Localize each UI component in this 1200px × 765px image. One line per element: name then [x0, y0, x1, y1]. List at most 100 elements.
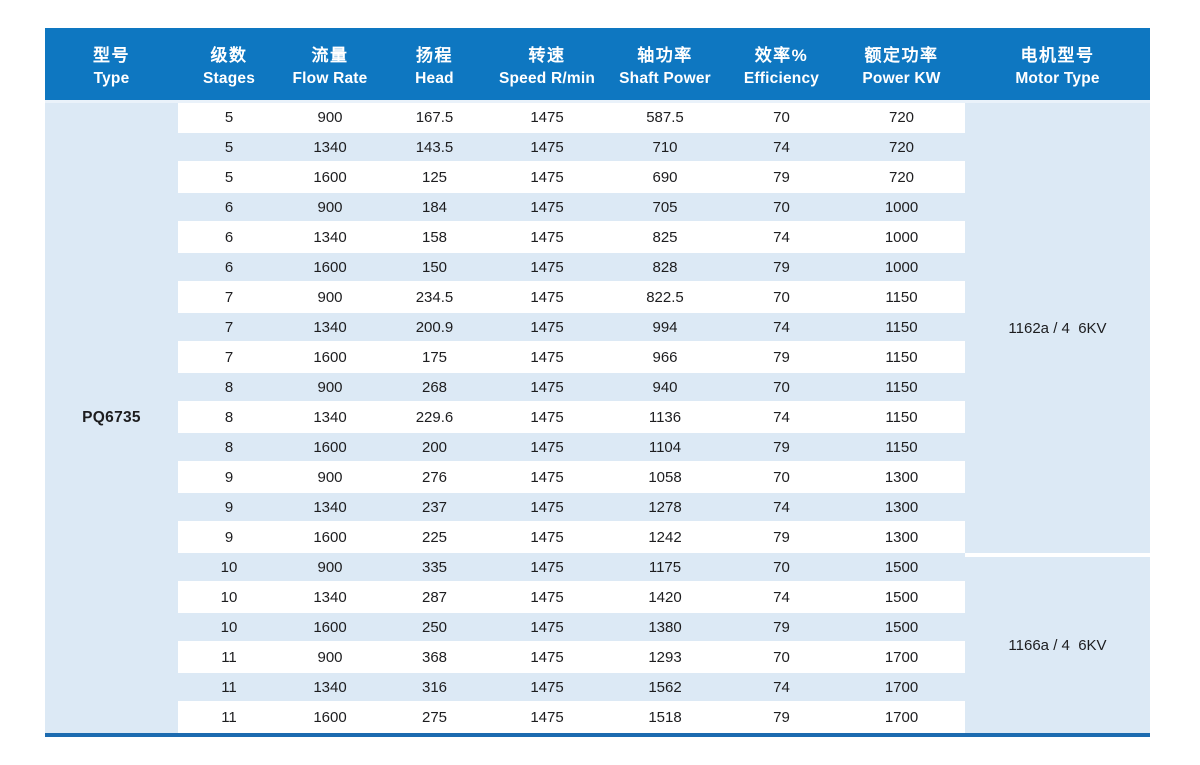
cell-efficiency: 70: [725, 553, 838, 583]
col-header-head-en: Head: [415, 69, 454, 87]
cell-shaft-power: 1518: [605, 703, 725, 733]
cell-power-kw: 1700: [838, 703, 965, 733]
cell-head: 158: [380, 223, 489, 253]
col-header-speed: 转速 Speed R/min: [489, 28, 605, 103]
col-header-efficiency-en: Efficiency: [743, 69, 820, 87]
cell-head: 175: [380, 343, 489, 373]
cell-efficiency: 74: [725, 493, 838, 523]
cell-flow-rate: 900: [280, 643, 380, 673]
cell-efficiency: 70: [725, 193, 838, 223]
cell-speed: 1475: [489, 583, 605, 613]
cell-power-kw: 720: [838, 103, 965, 133]
cell-stages: 5: [178, 133, 280, 163]
cell-efficiency: 79: [725, 433, 838, 463]
cell-speed: 1475: [489, 283, 605, 313]
table-row: 6 1600 150 1475 828 79 1000: [45, 253, 1150, 283]
cell-efficiency: 74: [725, 133, 838, 163]
cell-head: 234.5: [380, 283, 489, 313]
cell-power-kw: 1000: [838, 193, 965, 223]
cell-power-kw: 1150: [838, 433, 965, 463]
col-header-flow-rate: 流量 Flow Rate: [280, 28, 380, 103]
cell-speed: 1475: [489, 553, 605, 583]
cell-stages: 6: [178, 253, 280, 283]
cell-flow-rate: 1340: [280, 673, 380, 703]
cell-speed: 1475: [489, 373, 605, 403]
cell-stages: 7: [178, 343, 280, 373]
cell-efficiency: 70: [725, 103, 838, 133]
cell-flow-rate: 900: [280, 553, 380, 583]
cell-flow-rate: 1600: [280, 433, 380, 463]
cell-stages: 8: [178, 433, 280, 463]
pump-type-cell: PQ6735: [45, 103, 178, 733]
col-header-power-kw-en: Power KW: [862, 69, 941, 87]
cell-flow-rate: 1600: [280, 703, 380, 733]
cell-efficiency: 70: [725, 643, 838, 673]
cell-efficiency: 74: [725, 403, 838, 433]
table-row: 10 900 335 1475 1175 70 1500 1166a / 4 6KV: [45, 553, 1150, 733]
cell-head: 335: [380, 553, 489, 583]
cell-stages: 11: [178, 703, 280, 733]
cell-speed: 1475: [489, 493, 605, 523]
cell-flow-rate: 900: [280, 193, 380, 223]
cell-head: 368: [380, 643, 489, 673]
cell-stages: 10: [178, 613, 280, 643]
cell-power-kw: 720: [838, 133, 965, 163]
cell-power-kw: 1500: [838, 583, 965, 613]
cell-power-kw: 1300: [838, 463, 965, 493]
table-row: 11 900 368 1475 1293 70 1700: [45, 643, 1150, 673]
table-row: PQ6735 5 900 167.5 1475 587.5 70 720 1162a / 4 6…: [45, 103, 1150, 733]
cell-power-kw: 1150: [838, 343, 965, 373]
cell-power-kw: 1150: [838, 313, 965, 343]
cell-efficiency: 70: [725, 463, 838, 493]
cell-shaft-power: 825: [605, 223, 725, 253]
cell-speed: 1475: [489, 673, 605, 703]
table-row: 8 1600 200 1475 1104 79 1150: [45, 433, 1150, 463]
table-row: 8 1340 229.6 1475 1136 74 1150: [45, 403, 1150, 433]
cell-head: 287: [380, 583, 489, 613]
col-header-power-kw: 额定功率 Power KW: [838, 28, 965, 103]
cell-efficiency: 70: [725, 373, 838, 403]
table-row: 7 900 234.5 1475 822.5 70 1150: [45, 283, 1150, 313]
cell-efficiency: 70: [725, 283, 838, 313]
cell-head: 225: [380, 523, 489, 553]
col-header-flow-rate-en: Flow Rate: [292, 69, 368, 87]
cell-speed: 1475: [489, 703, 605, 733]
cell-stages: 8: [178, 373, 280, 403]
col-header-stages-zh: 级数: [210, 45, 248, 65]
cell-shaft-power: 1136: [605, 403, 725, 433]
cell-speed: 1475: [489, 433, 605, 463]
table-row: 8 900 268 1475 940 70 1150: [45, 373, 1150, 403]
cell-stages: 9: [178, 463, 280, 493]
cell-flow-rate: 1340: [280, 133, 380, 163]
cell-stages: 10: [178, 553, 280, 583]
cell-flow-rate: 1340: [280, 493, 380, 523]
cell-shaft-power: 1278: [605, 493, 725, 523]
cell-efficiency: 79: [725, 253, 838, 283]
cell-power-kw: 1700: [838, 673, 965, 703]
table-row: 7 1340 200.9 1475 994 74 1150: [45, 313, 1150, 343]
col-header-head-zh: 扬程: [416, 45, 453, 65]
cell-shaft-power: 1242: [605, 523, 725, 553]
cell-head: 237: [380, 493, 489, 523]
cell-head: 184: [380, 193, 489, 223]
cell-head: 167.5: [380, 103, 489, 133]
cell-flow-rate: 1340: [280, 403, 380, 433]
col-header-motor-type-zh: 电机型号: [1020, 45, 1095, 65]
cell-speed: 1475: [489, 163, 605, 193]
col-header-shaft-power-en: Shaft Power: [619, 69, 711, 87]
cell-power-kw: 1150: [838, 373, 965, 403]
table-row: 7 1600 175 1475 966 79 1150: [45, 343, 1150, 373]
cell-efficiency: 74: [725, 313, 838, 343]
table-row: 9 1600 225 1475 1242 79 1300: [45, 523, 1150, 553]
cell-shaft-power: 966: [605, 343, 725, 373]
cell-stages: 6: [178, 223, 280, 253]
cell-head: 268: [380, 373, 489, 403]
motor-type-cell: 1162a / 4 6KV: [965, 103, 1150, 553]
cell-shaft-power: 1380: [605, 613, 725, 643]
table-row: 11 1340 316 1475 1562 74 1700: [45, 673, 1150, 703]
cell-flow-rate: 900: [280, 283, 380, 313]
cell-power-kw: 1000: [838, 253, 965, 283]
table-row: 11 1600 275 1475 1518 79 1700: [45, 703, 1150, 733]
cell-power-kw: 1300: [838, 493, 965, 523]
